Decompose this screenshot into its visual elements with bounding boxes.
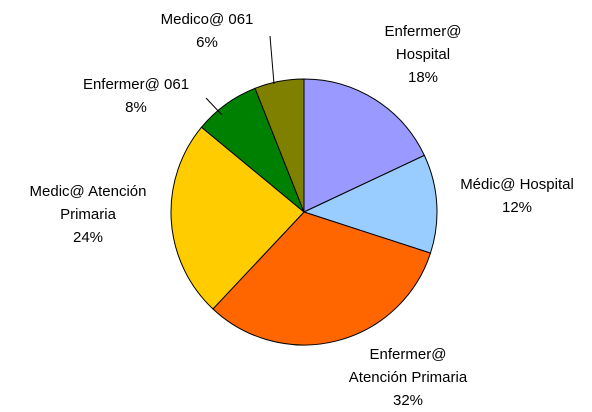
slice-label: Enfermer@ 061 8%	[66, 73, 206, 119]
pie-slice	[303, 78, 426, 213]
slice-label: Médic@ Hospital 12%	[437, 173, 592, 219]
category-label: Medic@ Atención Primaria	[29, 183, 147, 223]
slice-label: Medic@ Atención Primaria 24%	[8, 180, 168, 249]
category-label: Médic@ Hospital	[460, 176, 574, 193]
leader-line	[205, 97, 223, 116]
pie-slice	[212, 211, 432, 346]
category-label: Medico@ 061	[160, 11, 254, 28]
value-label: 8%	[125, 99, 147, 116]
slices	[170, 78, 438, 346]
slice-label: Medico@ 061 6%	[137, 8, 277, 54]
value-label: 24%	[72, 229, 104, 246]
category-label: Enfermer@ Hospital	[384, 23, 462, 63]
pie-slice	[254, 78, 305, 213]
slice-label: Enfermer@ Atención Primaria 32%	[343, 343, 473, 412]
value-label: 12%	[501, 199, 533, 216]
pie-slice	[302, 154, 438, 254]
pie-slice	[170, 126, 305, 310]
slice-label: Enfermer@ Hospital 18%	[373, 20, 473, 89]
category-label: Enfermer@ Atención Primaria	[348, 346, 468, 386]
value-label: 32%	[392, 392, 424, 409]
leader-line	[269, 35, 275, 85]
value-label: 18%	[407, 69, 439, 86]
value-label: 6%	[196, 34, 218, 51]
category-label: Enfermer@ 061	[82, 76, 190, 93]
